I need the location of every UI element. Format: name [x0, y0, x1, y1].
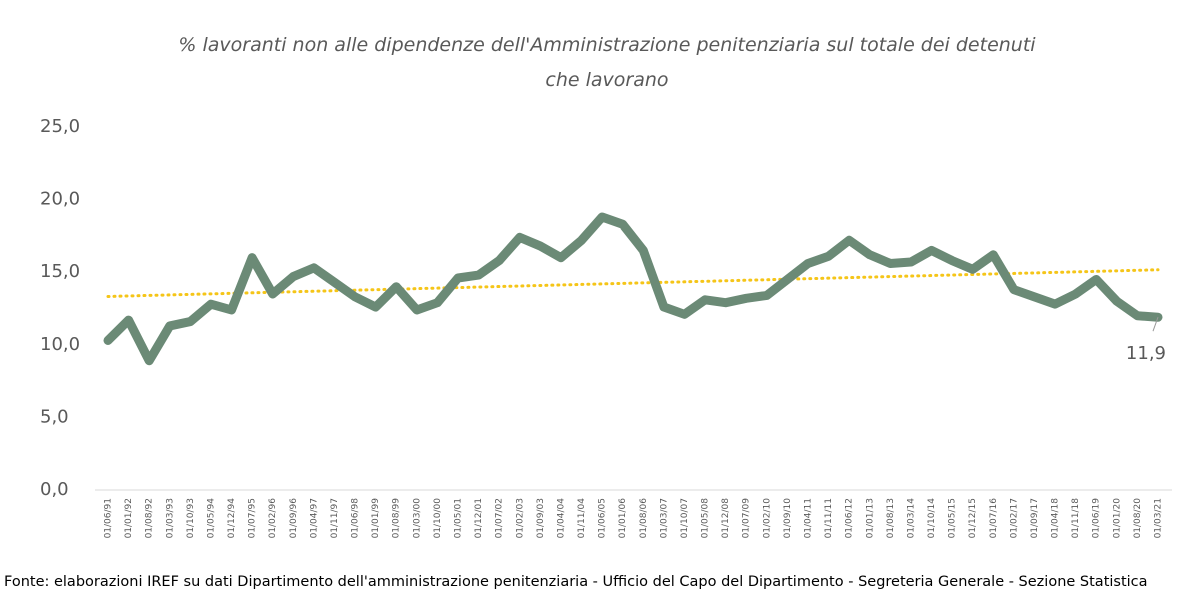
x-tick-label: 01/10/00 — [433, 498, 443, 539]
y-tick-label: 0,0 — [40, 479, 69, 500]
y-tick-label: 10,0 — [40, 334, 80, 355]
x-tick-label: 01/03/93 — [165, 498, 175, 538]
x-tick-label: 01/11/04 — [577, 498, 587, 539]
x-tick-label: 01/12/15 — [968, 498, 978, 538]
x-tick-label: 01/08/20 — [1133, 498, 1143, 539]
x-tick-label: 01/04/04 — [556, 498, 566, 539]
y-tick-label: 15,0 — [40, 261, 80, 282]
x-tick-label: 01/11/11 — [824, 498, 834, 538]
trend-line — [106, 268, 1160, 298]
y-tick-label: 5,0 — [40, 406, 69, 427]
chart: 0,0 5,0 10,0 15,0 20,0 25,0 01/06/91 01/01/92 01… — [40, 116, 1172, 539]
x-tick-label: 01/05/08 — [701, 498, 711, 539]
x-tick-label: 01/12/94 — [227, 498, 237, 539]
x-tick-label: 01/01/99 — [371, 498, 381, 539]
x-tick-label: 01/07/95 — [248, 498, 258, 538]
x-tick-label: 01/05/15 — [948, 498, 958, 538]
x-tick-label: 01/06/91 — [104, 498, 114, 538]
x-tick-label: 01/12/08 — [721, 498, 731, 539]
x-tick-label: 01/07/09 — [742, 498, 752, 539]
x-tick-label: 01/05/01 — [454, 498, 464, 538]
x-tick-label: 01/06/98 — [351, 498, 361, 539]
x-tick-label: 01/10/93 — [186, 498, 196, 538]
x-tick-label: 01/07/16 — [989, 498, 999, 539]
x-tick-label: 01/03/21 — [1154, 498, 1164, 538]
x-tick-label: 01/03/14 — [906, 498, 916, 539]
x-tick-label: 01/11/97 — [330, 498, 340, 538]
x-tick-label: 01/01/06 — [618, 498, 628, 539]
source-note: Fonte: elaborazioni IREF su dati Diparti… — [4, 574, 1148, 590]
x-tick-label: 01/06/12 — [845, 498, 855, 538]
x-tick-label: 01/01/92 — [124, 498, 134, 538]
x-tick-label: 01/09/17 — [1030, 498, 1040, 538]
x-tick-label: 01/10/07 — [680, 498, 690, 538]
y-tick-label: 20,0 — [40, 189, 80, 210]
y-tick-label: 25,0 — [40, 116, 80, 137]
x-tick-label: 01/03/07 — [659, 498, 669, 538]
x-tick-label: 01/02/10 — [762, 498, 772, 539]
x-tick-label: 01/08/13 — [886, 498, 896, 538]
x-tick-label: 01/12/01 — [474, 498, 484, 538]
x-tick-label: 01/04/18 — [1051, 498, 1061, 539]
x-tick-label: 01/05/94 — [206, 498, 216, 539]
x-tick-label: 01/02/03 — [515, 498, 525, 538]
x-tick-label: 01/06/19 — [1092, 498, 1102, 539]
data-label: 11,9 — [1126, 343, 1166, 364]
x-tick-label: 01/03/00 — [412, 498, 422, 539]
x-tick-label: 01/09/96 — [289, 498, 299, 539]
label-leader — [1152, 317, 1159, 332]
x-tick-label: 01/08/92 — [145, 498, 155, 538]
x-tick-label: 01/04/11 — [804, 498, 814, 538]
x-tick-label: 01/01/13 — [865, 498, 875, 538]
x-tick-label: 01/08/99 — [392, 498, 402, 539]
x-tick-label: 01/10/14 — [927, 498, 937, 539]
x-tick-label: 01/09/10 — [783, 498, 793, 539]
x-tick-label: 01/04/97 — [309, 498, 319, 538]
x-tick-label: 01/07/02 — [495, 498, 505, 538]
x-tick-label: 01/09/03 — [536, 498, 546, 538]
x-tick-label: 01/11/18 — [1071, 498, 1081, 539]
x-tick-label: 01/08/06 — [639, 498, 649, 539]
chart-title: % lavoranti non alle dipendenze dell'Amm… — [178, 34, 1036, 91]
x-tick-label: 01/02/96 — [268, 498, 278, 539]
x-tick-label: 01/01/20 — [1112, 498, 1122, 539]
data-line — [103, 212, 1163, 366]
x-tick-label: 01/02/17 — [1009, 498, 1019, 538]
x-tick-label: 01/06/05 — [598, 498, 608, 538]
